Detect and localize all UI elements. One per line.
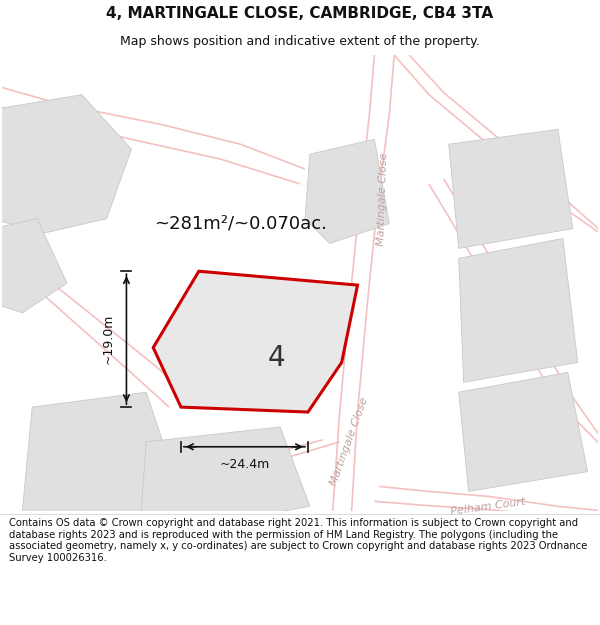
Polygon shape bbox=[458, 239, 578, 382]
Text: ~24.4m: ~24.4m bbox=[220, 458, 269, 471]
Polygon shape bbox=[0, 219, 67, 313]
Text: Martingale Close: Martingale Close bbox=[329, 396, 370, 488]
Text: 4, MARTINGALE CLOSE, CAMBRIDGE, CB4 3TA: 4, MARTINGALE CLOSE, CAMBRIDGE, CB4 3TA bbox=[106, 6, 494, 21]
Text: Pelham Court: Pelham Court bbox=[451, 496, 527, 516]
Polygon shape bbox=[305, 139, 389, 244]
Polygon shape bbox=[153, 271, 358, 412]
Polygon shape bbox=[22, 392, 176, 511]
Text: ~281m²/~0.070ac.: ~281m²/~0.070ac. bbox=[154, 214, 327, 232]
Text: ~19.0m: ~19.0m bbox=[102, 314, 115, 364]
Polygon shape bbox=[0, 94, 131, 234]
Polygon shape bbox=[142, 427, 310, 516]
Text: 4: 4 bbox=[268, 344, 286, 371]
Polygon shape bbox=[458, 372, 587, 491]
Text: Contains OS data © Crown copyright and database right 2021. This information is : Contains OS data © Crown copyright and d… bbox=[9, 518, 587, 563]
Polygon shape bbox=[449, 129, 573, 248]
Text: Map shows position and indicative extent of the property.: Map shows position and indicative extent… bbox=[120, 35, 480, 48]
Text: Martingale Close: Martingale Close bbox=[376, 152, 389, 246]
